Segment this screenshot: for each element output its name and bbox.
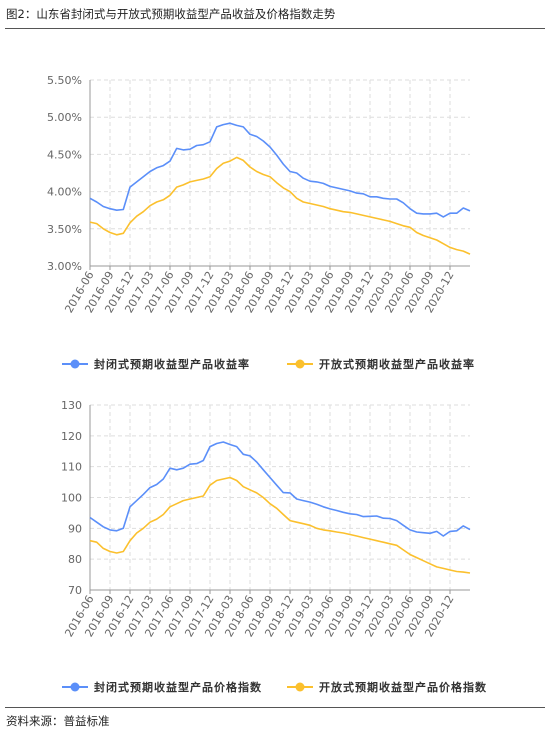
legend-label: 开放式预期收益型产品收益率 (319, 357, 475, 371)
y-tick-label: 3.50% (47, 223, 82, 236)
legend-item-closed[interactable]: 封闭式预期收益型产品价格指数 (62, 680, 262, 694)
series-line-closed (89, 122, 471, 218)
legend-label: 封闭式预期收益型产品价格指数 (94, 680, 262, 694)
legend-item-open[interactable]: 开放式预期收益型产品价格指数 (287, 680, 487, 694)
y-tick-label: 120 (61, 430, 82, 443)
legend-item-closed[interactable]: 封闭式预期收益型产品收益率 (62, 357, 250, 371)
legend-marker (70, 359, 80, 369)
y-tick-label: 100 (61, 492, 82, 505)
y-tick-label: 4.50% (47, 148, 82, 161)
series-line-open (89, 156, 471, 255)
figure-title: 图2：山东省封闭式与开放式预期收益型产品收益及价格指数走势 (6, 7, 336, 21)
y-tick-label: 5.50% (47, 74, 82, 87)
y-tick-label: 4.00% (47, 186, 82, 199)
chart-yield: 3.00%3.50%4.00%4.50%5.00%5.50%2016-06201… (47, 74, 475, 371)
y-tick-label: 3.00% (47, 260, 82, 273)
legend-marker (295, 682, 305, 692)
y-tick-label: 130 (61, 399, 82, 412)
legend-label: 封闭式预期收益型产品收益率 (94, 357, 250, 371)
chart-price-index: 7080901001101201302016-062016-092016-122… (61, 399, 487, 694)
legend-marker (295, 359, 305, 369)
bottom-rule (5, 707, 545, 708)
source-note: 资料来源：普益标准 (6, 714, 110, 728)
y-tick-label: 90 (68, 522, 82, 535)
legend-marker (70, 682, 80, 692)
series-line-open (89, 476, 471, 574)
legend-item-open[interactable]: 开放式预期收益型产品收益率 (287, 357, 475, 371)
y-tick-label: 5.00% (47, 111, 82, 124)
y-tick-label: 80 (68, 553, 82, 566)
y-tick-label: 110 (61, 461, 82, 474)
y-tick-label: 70 (68, 584, 82, 597)
series-line-closed (89, 441, 471, 537)
top-rule (5, 28, 545, 29)
legend-label: 开放式预期收益型产品价格指数 (319, 680, 487, 694)
